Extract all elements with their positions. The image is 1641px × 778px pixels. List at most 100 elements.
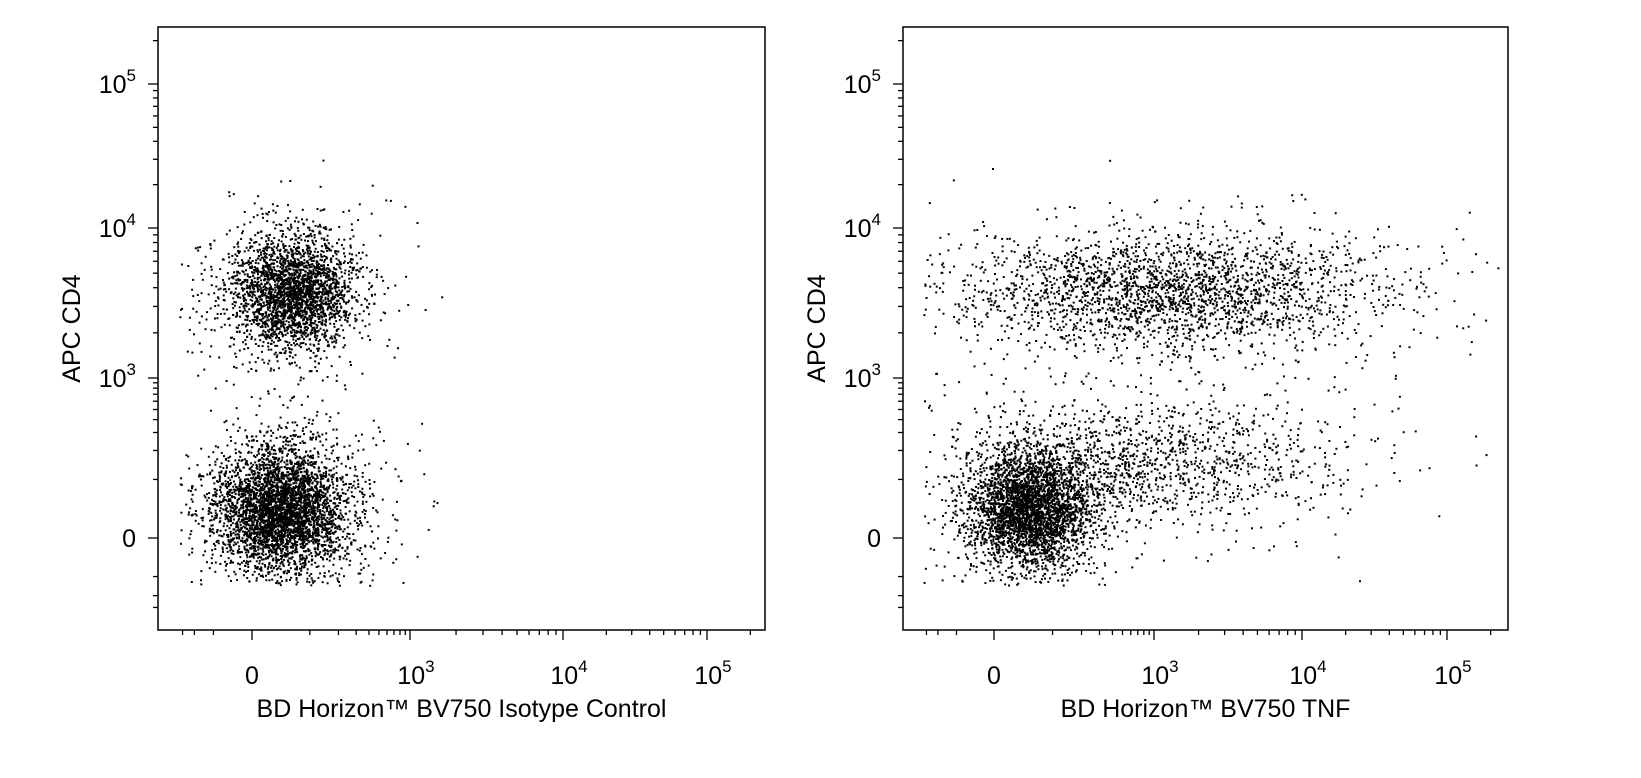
event-point <box>294 457 297 460</box>
event-point <box>279 514 282 517</box>
event-point <box>292 495 295 498</box>
event-point <box>337 250 340 253</box>
event-point <box>258 448 261 451</box>
event-point <box>291 472 294 475</box>
event-point <box>233 508 236 511</box>
event-point <box>254 461 257 464</box>
event-point <box>269 467 272 469</box>
event-point <box>336 333 339 336</box>
event-point <box>208 464 211 467</box>
event-point <box>218 480 221 483</box>
event-point <box>266 526 269 529</box>
event-point <box>321 495 324 498</box>
event-point <box>364 545 367 548</box>
event-point <box>317 493 320 496</box>
event-point <box>229 494 231 496</box>
event-point <box>303 285 306 288</box>
event-point <box>283 483 286 486</box>
event-point <box>263 512 266 515</box>
event-point <box>319 295 322 298</box>
event-point <box>234 474 237 477</box>
event-point <box>232 383 235 386</box>
event-point <box>303 476 306 479</box>
event-point <box>395 529 398 532</box>
event-point <box>254 478 257 481</box>
event-point <box>330 499 333 502</box>
event-point <box>295 535 298 538</box>
event-point <box>331 522 334 525</box>
event-point <box>275 514 278 517</box>
event-point <box>253 470 256 473</box>
event-point <box>366 521 369 524</box>
event-point <box>277 521 280 524</box>
event-point <box>294 315 297 318</box>
event-point <box>314 484 317 487</box>
event-point <box>260 525 263 528</box>
event-point <box>253 531 256 533</box>
event-point <box>436 502 439 505</box>
event-point <box>294 443 297 446</box>
event-point <box>283 300 286 303</box>
event-point <box>224 288 227 290</box>
event-point <box>290 529 293 532</box>
event-point <box>274 523 277 526</box>
event-point <box>314 554 317 557</box>
event-point <box>263 315 266 318</box>
event-point <box>244 539 247 542</box>
event-point <box>306 476 309 479</box>
event-point <box>273 514 275 517</box>
event-point <box>236 464 239 467</box>
event-point <box>260 543 263 546</box>
event-point <box>263 260 266 263</box>
event-point <box>294 491 297 493</box>
event-point <box>288 561 291 564</box>
event-point <box>303 546 306 549</box>
event-point <box>268 460 271 463</box>
event-point <box>259 464 262 467</box>
event-point <box>343 295 345 298</box>
event-point <box>399 480 402 483</box>
event-point <box>316 451 319 454</box>
event-point <box>258 478 261 481</box>
event-point <box>303 474 306 477</box>
event-point <box>300 518 303 520</box>
event-point <box>336 302 339 305</box>
event-point <box>349 483 352 485</box>
event-point <box>305 451 307 453</box>
event-point <box>342 336 345 339</box>
event-point <box>255 466 258 469</box>
event-point <box>285 548 288 551</box>
event-point <box>267 517 270 520</box>
event-point <box>259 493 262 496</box>
event-point <box>219 509 222 512</box>
event-point <box>324 522 327 525</box>
event-point <box>335 341 338 344</box>
event-point <box>297 538 300 541</box>
event-point <box>325 527 328 530</box>
event-point <box>294 542 297 545</box>
event-point <box>332 519 335 522</box>
event-point <box>272 449 275 451</box>
event-point <box>232 561 234 564</box>
event-point <box>290 462 293 465</box>
event-point <box>282 500 285 503</box>
event-point <box>217 539 220 542</box>
event-point <box>285 487 288 490</box>
event-point <box>254 565 257 567</box>
event-point <box>230 476 233 479</box>
event-point <box>290 576 293 579</box>
event-point <box>223 455 225 458</box>
event-point <box>210 557 213 560</box>
event-point <box>330 529 333 532</box>
event-point <box>218 521 221 524</box>
event-point <box>243 287 246 290</box>
event-point <box>191 493 194 496</box>
event-point <box>242 574 245 577</box>
event-point <box>240 514 243 517</box>
event-point <box>295 476 297 479</box>
event-point <box>265 506 267 509</box>
event-point <box>301 506 304 509</box>
event-point <box>272 475 274 478</box>
event-point <box>338 517 341 520</box>
event-point <box>225 466 228 469</box>
